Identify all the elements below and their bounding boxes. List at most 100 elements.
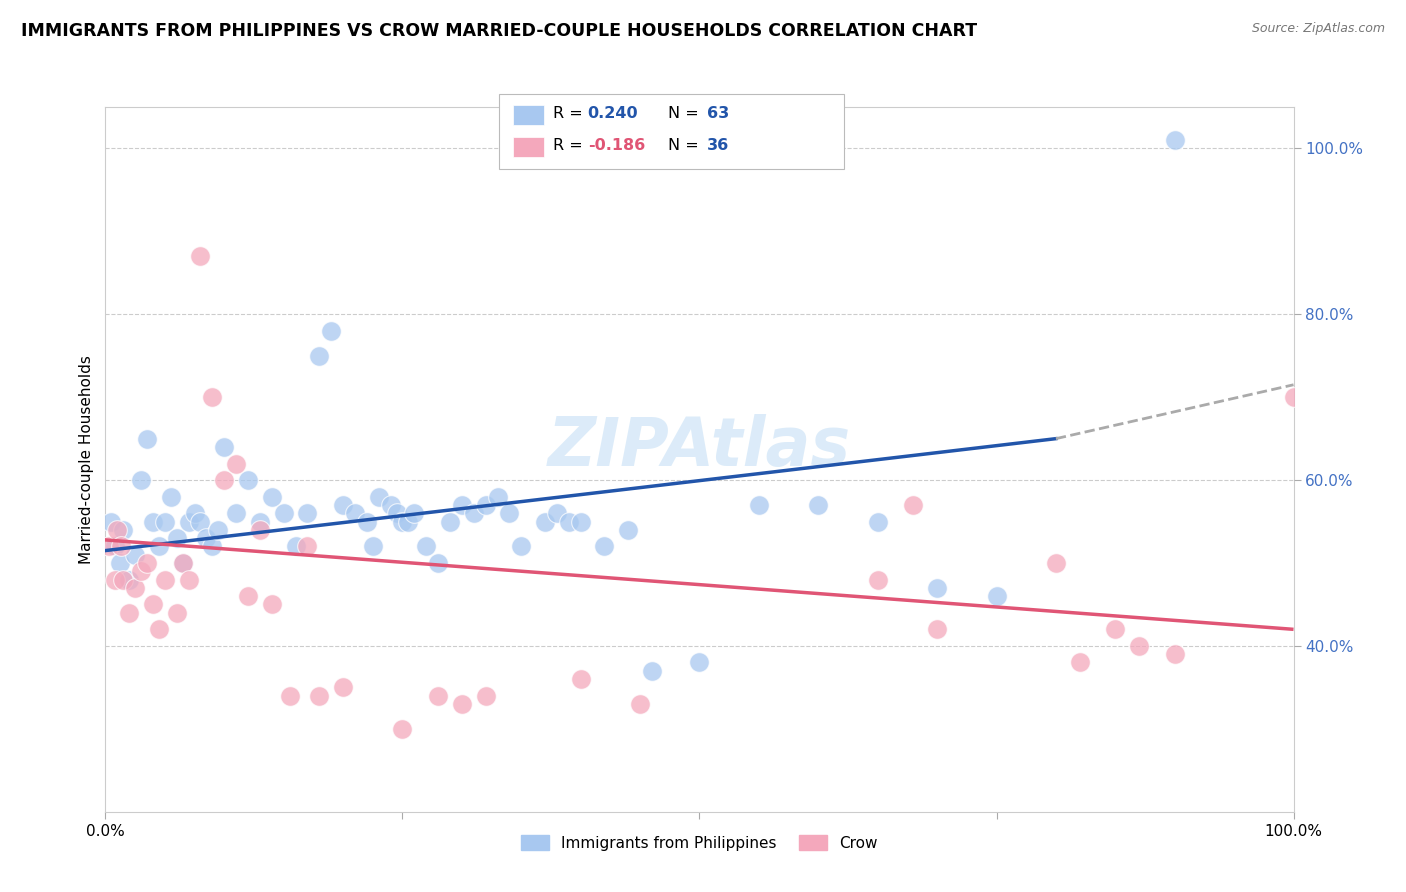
- Point: [321, 324, 343, 338]
- Point: [356, 515, 378, 529]
- Point: [391, 722, 413, 736]
- Point: [474, 689, 496, 703]
- Point: [332, 681, 354, 695]
- Point: [1164, 647, 1187, 661]
- Point: [260, 490, 283, 504]
- Point: [177, 515, 200, 529]
- Point: [569, 672, 592, 686]
- Point: [166, 606, 188, 620]
- Point: [153, 573, 176, 587]
- Point: [1282, 390, 1305, 404]
- Legend: Immigrants from Philippines, Crow: Immigrants from Philippines, Crow: [515, 829, 884, 857]
- Point: [172, 556, 194, 570]
- Point: [195, 531, 218, 545]
- Point: [866, 573, 889, 587]
- Point: [110, 540, 132, 554]
- Point: [925, 623, 948, 637]
- Point: [450, 498, 472, 512]
- Point: [558, 515, 581, 529]
- Point: [498, 506, 520, 520]
- Text: N =: N =: [668, 138, 704, 153]
- Point: [104, 540, 127, 554]
- Point: [207, 523, 229, 537]
- Point: [546, 506, 568, 520]
- Point: [214, 440, 236, 454]
- Point: [129, 473, 152, 487]
- Point: [190, 515, 212, 529]
- Point: [136, 556, 159, 570]
- Point: [308, 689, 330, 703]
- Point: [1045, 556, 1067, 570]
- Text: 0.240: 0.240: [588, 106, 638, 120]
- Point: [1164, 133, 1187, 147]
- Point: [427, 556, 450, 570]
- Point: [367, 490, 389, 504]
- Point: [249, 523, 271, 537]
- Text: R =: R =: [553, 106, 588, 120]
- Point: [190, 249, 212, 263]
- Point: [439, 515, 461, 529]
- Point: [129, 564, 152, 578]
- Text: IMMIGRANTS FROM PHILIPPINES VS CROW MARRIED-COUPLE HOUSEHOLDS CORRELATION CHART: IMMIGRANTS FROM PHILIPPINES VS CROW MARR…: [21, 22, 977, 40]
- Point: [925, 581, 948, 595]
- Point: [380, 498, 402, 512]
- Point: [486, 490, 509, 504]
- Point: [510, 540, 533, 554]
- Point: [748, 498, 770, 512]
- Point: [201, 390, 224, 404]
- Point: [201, 540, 224, 554]
- Point: [278, 689, 301, 703]
- Point: [136, 432, 159, 446]
- Point: [112, 573, 135, 587]
- Point: [100, 515, 122, 529]
- Point: [105, 523, 128, 537]
- Point: [108, 556, 131, 570]
- Point: [177, 573, 200, 587]
- Point: [260, 598, 283, 612]
- Point: [142, 515, 165, 529]
- Text: 63: 63: [707, 106, 730, 120]
- Point: [172, 556, 194, 570]
- Point: [118, 606, 141, 620]
- Y-axis label: Married-couple Households: Married-couple Households: [79, 355, 94, 564]
- Point: [391, 515, 413, 529]
- Point: [124, 581, 146, 595]
- Point: [463, 506, 485, 520]
- Point: [641, 664, 664, 678]
- Point: [98, 540, 121, 554]
- Point: [112, 523, 135, 537]
- Point: [236, 473, 259, 487]
- Point: [1128, 639, 1150, 653]
- Point: [249, 515, 271, 529]
- Point: [332, 498, 354, 512]
- Point: [308, 349, 330, 363]
- Point: [297, 540, 319, 554]
- Point: [236, 589, 259, 603]
- Point: [225, 506, 247, 520]
- Point: [404, 506, 426, 520]
- Point: [124, 548, 146, 562]
- Point: [225, 457, 247, 471]
- Point: [427, 689, 450, 703]
- Point: [153, 515, 176, 529]
- Point: [118, 573, 141, 587]
- Point: [183, 506, 205, 520]
- Point: [148, 623, 170, 637]
- Point: [866, 515, 889, 529]
- Text: 36: 36: [707, 138, 730, 153]
- Point: [569, 515, 592, 529]
- Point: [807, 498, 830, 512]
- Point: [986, 589, 1008, 603]
- Point: [148, 540, 170, 554]
- Point: [284, 540, 307, 554]
- Point: [361, 540, 384, 554]
- Point: [343, 506, 366, 520]
- Point: [628, 697, 651, 711]
- Point: [166, 531, 188, 545]
- Point: [159, 490, 181, 504]
- Text: N =: N =: [668, 106, 704, 120]
- Point: [1069, 656, 1091, 670]
- Point: [214, 473, 236, 487]
- Point: [297, 506, 319, 520]
- Text: R =: R =: [553, 138, 588, 153]
